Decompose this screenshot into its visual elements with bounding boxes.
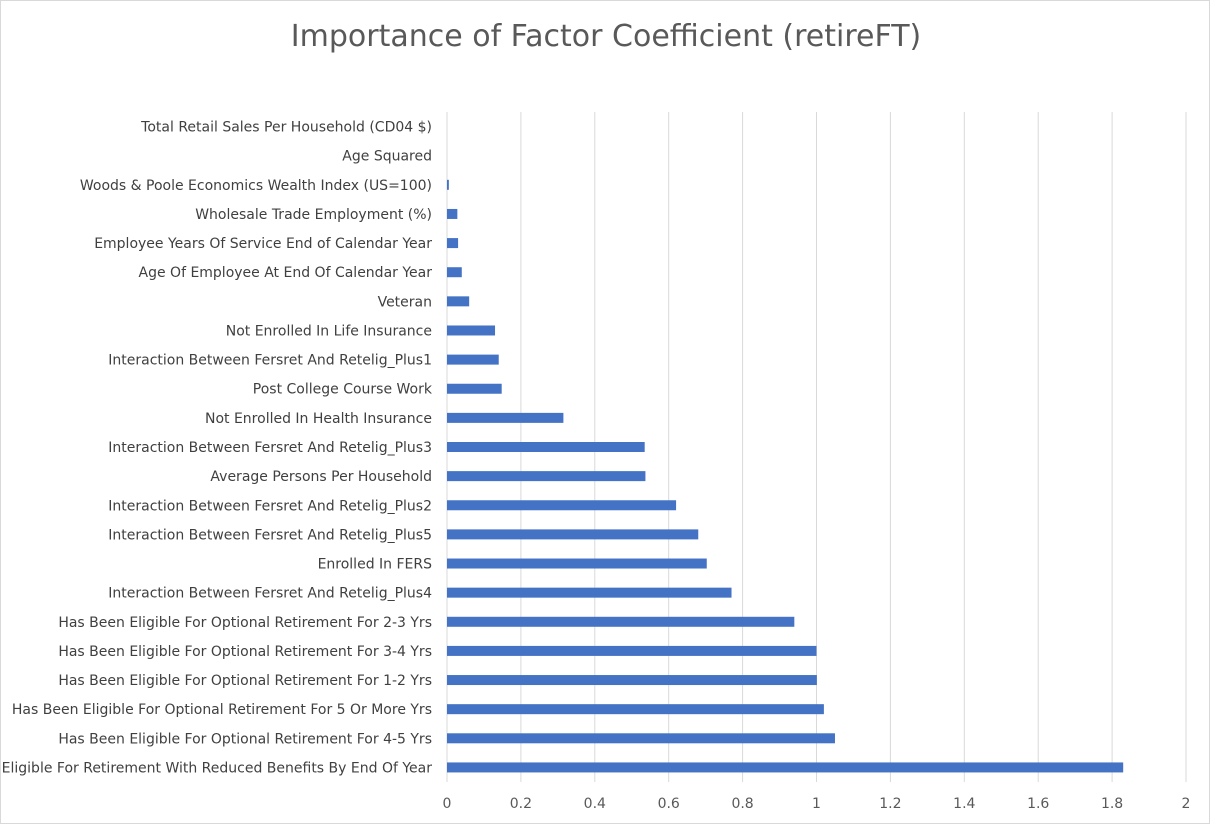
x-tick-label: 0.8: [731, 796, 753, 812]
bar: [447, 179, 449, 190]
category-label: Has Been Eligible For Optional Retiremen…: [12, 702, 432, 718]
category-label: Average Persons Per Household: [210, 469, 432, 485]
bar: [447, 442, 645, 452]
category-label: Age Of Employee At End Of Calendar Year: [139, 265, 433, 281]
bar: [447, 412, 564, 423]
category-label: Veteran: [378, 294, 432, 310]
bar: [447, 704, 824, 715]
gridlines: [446, 112, 1187, 782]
x-tick-labels: 0 0.2 0.4 0.6 0.8 1 1.2 1.4 1.6 1.8 2: [443, 796, 1191, 812]
category-label: Has Been Eligible For Optional Retiremen…: [58, 731, 432, 747]
bar: [447, 529, 699, 540]
category-label: Not Enrolled In Health Insurance: [205, 411, 432, 427]
category-label: Interaction Between Fersret And Retelig_…: [108, 440, 432, 456]
category-label: Interaction Between Fersret And Retelig_…: [108, 586, 432, 602]
x-tick-label: 2: [1182, 796, 1191, 812]
x-tick-label: 1.6: [1027, 796, 1049, 812]
category-label: Enrolled In FERS: [318, 557, 433, 573]
bar: [447, 238, 459, 249]
x-tick-label: 0.4: [584, 796, 606, 812]
bar: [447, 296, 470, 307]
bar: [447, 325, 496, 336]
x-tick-label: 0: [443, 796, 452, 812]
bar: [447, 645, 817, 656]
bar: [447, 616, 795, 627]
category-label: Post College Course Work: [253, 382, 433, 398]
x-tick-label: 0.2: [510, 796, 532, 812]
x-tick-label: 1.8: [1101, 796, 1123, 812]
bar: [447, 558, 707, 569]
category-label: Interaction Between Fersret And Retelig_…: [108, 527, 432, 543]
bar: [447, 471, 646, 482]
bar: [447, 500, 677, 511]
category-label: Woods & Poole Economics Wealth Index (US…: [80, 178, 432, 194]
category-label: Eligible For Retirement With Reduced Ben…: [2, 760, 433, 776]
category-label: Employee Years Of Service End of Calenda…: [94, 236, 432, 252]
bar: [447, 354, 499, 365]
bar: [447, 208, 458, 219]
x-tick-label: 1: [812, 796, 821, 812]
bar: [447, 675, 817, 686]
category-labels: Total Retail Sales Per Household (CD04 $…: [2, 120, 433, 777]
bar: [447, 267, 462, 278]
category-label: Interaction Between Fersret And Retelig_…: [108, 498, 432, 514]
category-label: Has Been Eligible For Optional Retiremen…: [58, 615, 432, 631]
bar: [447, 762, 1124, 773]
category-label: Wholesale Trade Employment (%): [195, 207, 432, 223]
category-label: Not Enrolled In Life Insurance: [226, 323, 432, 339]
category-label: Has Been Eligible For Optional Retiremen…: [58, 644, 432, 660]
bar: [447, 733, 835, 744]
category-label: Has Been Eligible For Optional Retiremen…: [58, 673, 432, 689]
bar: [447, 587, 732, 598]
x-tick-label: 1.4: [953, 796, 975, 812]
category-label: Total Retail Sales Per Household (CD04 $…: [140, 120, 432, 136]
x-tick-label: 0.6: [658, 796, 680, 812]
x-tick-label: 1.2: [879, 796, 901, 812]
category-label: Interaction Between Fersret And Retelig_…: [108, 353, 432, 369]
category-label: Age Squared: [342, 149, 432, 165]
bar: [447, 383, 502, 394]
chart-title: Importance of Factor Coefficient (retire…: [290, 19, 922, 54]
bars: [447, 179, 1124, 773]
